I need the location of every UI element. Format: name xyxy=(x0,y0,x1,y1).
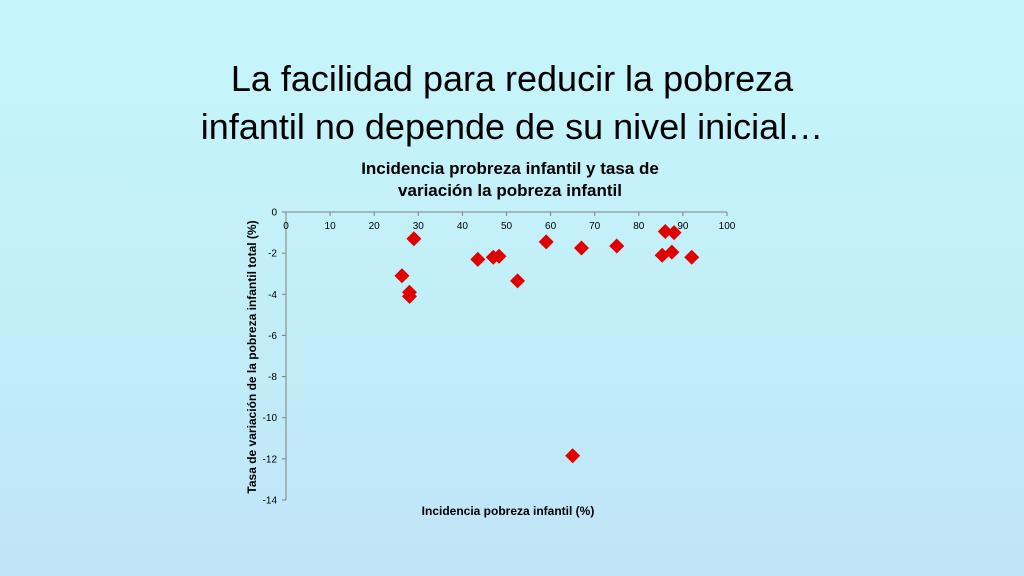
x-tick-label: 50 xyxy=(501,221,513,232)
x-tick-label: 70 xyxy=(589,221,601,232)
slide-title-line2: infantil no depende de su nivel inicial… xyxy=(200,106,824,147)
data-point xyxy=(401,288,417,304)
y-tick-label: -2 xyxy=(268,249,277,260)
y-tick-label: -10 xyxy=(263,413,278,424)
y-tick-label: -12 xyxy=(263,454,278,465)
data-point xyxy=(510,273,526,289)
chart-axes: 0 10 20 30 40 50 60 70 80 90 100 0 -2 -4 -6 -8 -10 -12 -14 xyxy=(263,208,736,507)
x-tick-label: 100 xyxy=(719,221,736,232)
data-point xyxy=(609,238,625,254)
x-tick-label: 40 xyxy=(457,221,469,232)
x-tick-label: 20 xyxy=(369,221,381,232)
x-tick-label: 30 xyxy=(413,221,425,232)
data-point xyxy=(470,251,486,267)
data-point xyxy=(684,249,700,265)
y-tick-label: -4 xyxy=(268,290,277,301)
data-point xyxy=(666,225,682,241)
data-point xyxy=(657,224,673,240)
data-point xyxy=(664,244,680,260)
slide-title-line1: La facilidad para reducir la pobreza xyxy=(230,58,794,99)
chart-title: Incidencia probreza infantil y tasa de v… xyxy=(300,158,720,202)
chart-points xyxy=(394,224,700,464)
y-tick-label: -6 xyxy=(268,331,277,342)
chart-title-line1: Incidencia probreza infantil y tasa de xyxy=(361,159,659,178)
y-tick-label: 0 xyxy=(271,208,277,219)
x-tick-label: 0 xyxy=(283,221,289,232)
x-tick-label: 60 xyxy=(545,221,557,232)
chart-title-line2: variación la pobreza infantil xyxy=(398,181,622,200)
data-point xyxy=(394,268,410,284)
data-point xyxy=(565,448,581,464)
y-tick-label: -14 xyxy=(263,496,278,507)
x-tick-label: 90 xyxy=(677,221,689,232)
data-point xyxy=(491,248,507,264)
slide-title: La facilidad para reducir la pobreza inf… xyxy=(0,55,1024,151)
x-axis-label: Incidencia pobreza infantil (%) xyxy=(422,504,595,518)
data-point xyxy=(538,234,554,250)
data-point xyxy=(406,231,422,247)
x-tick-label: 80 xyxy=(633,221,645,232)
y-tick-label: -8 xyxy=(268,372,277,383)
x-tick-label: 10 xyxy=(325,221,337,232)
y-axis-label: Tasa de variación de la pobreza infantil… xyxy=(245,220,259,493)
data-point xyxy=(573,240,589,256)
